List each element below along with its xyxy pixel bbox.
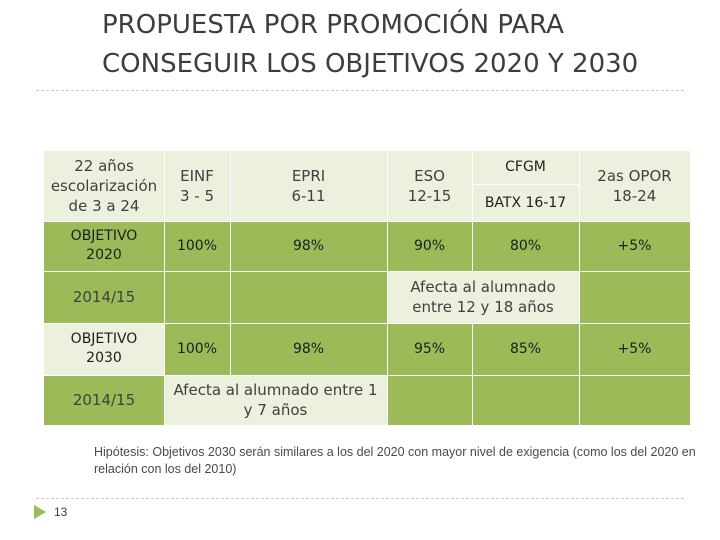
header-cfgm: CFGM bbox=[472, 151, 579, 184]
row-obj2020-label: OBJETIVO 2020 bbox=[44, 221, 164, 271]
grid-line bbox=[44, 375, 690, 376]
grid-line bbox=[472, 184, 579, 185]
row-obj2020-post: 80% bbox=[472, 221, 579, 271]
row-obj2030-eso: 95% bbox=[387, 323, 472, 375]
footer-divider bbox=[36, 498, 684, 499]
grid-line bbox=[44, 323, 690, 324]
row-obj2030-epri: 98% bbox=[230, 323, 387, 375]
row-obj2030-einf: 100% bbox=[164, 323, 230, 375]
row-2014a-note: Afecta al alumnado entre 12 y 18 años bbox=[387, 271, 579, 323]
row-obj2020-einf: 100% bbox=[164, 221, 230, 271]
row-2014a-opor bbox=[579, 271, 690, 323]
grid-line bbox=[472, 151, 473, 271]
page-number: 13 bbox=[54, 505, 68, 519]
header-epri: EPRI 6-11 bbox=[230, 151, 387, 221]
row-2014b-label: 2014/15 bbox=[44, 375, 164, 425]
header-scolarization: 22 años escolarización de 3 a 24 bbox=[44, 151, 164, 221]
title-divider bbox=[36, 90, 684, 91]
grid-line bbox=[387, 151, 388, 425]
grid-line bbox=[579, 151, 580, 425]
row-obj2020-eso: 90% bbox=[387, 221, 472, 271]
row-obj2030-opor: +5% bbox=[579, 323, 690, 375]
row-obj2020-opor: +5% bbox=[579, 221, 690, 271]
header-batx: BATX 16-17 bbox=[472, 185, 579, 221]
row-2014a-label: 2014/15 bbox=[44, 271, 164, 323]
slide-bullet-icon bbox=[34, 505, 46, 519]
slide-title: PROPUESTA POR PROMOCIÓN PARA CONSEGUIR L… bbox=[102, 10, 639, 79]
header-opor: 2as OPOR 18-24 bbox=[579, 151, 690, 221]
row-2014b-post bbox=[472, 375, 579, 425]
grid-line bbox=[164, 151, 165, 425]
row-obj2030-post: 85% bbox=[472, 323, 579, 375]
row-2014b-eso bbox=[387, 375, 472, 425]
header-einf: EINF 3 - 5 bbox=[164, 151, 230, 221]
row-2014a-epri bbox=[230, 271, 387, 323]
grid-line bbox=[44, 271, 690, 272]
row-obj2020-epri: 98% bbox=[230, 221, 387, 271]
row-obj2030-label: OBJETIVO 2030 bbox=[44, 323, 164, 375]
row-2014b-note: Afecta al alumnado entre 1 y 7 años bbox=[164, 375, 387, 425]
hypothesis-note: Hipótesis: Objetivos 2030 serán similare… bbox=[94, 445, 696, 476]
row-2014b-opor bbox=[579, 375, 690, 425]
row-2014a-einf bbox=[164, 271, 230, 323]
header-eso: ESO 12-15 bbox=[387, 151, 472, 221]
grid-line bbox=[230, 151, 231, 375]
grid-line bbox=[472, 323, 473, 425]
grid-line bbox=[44, 221, 690, 222]
